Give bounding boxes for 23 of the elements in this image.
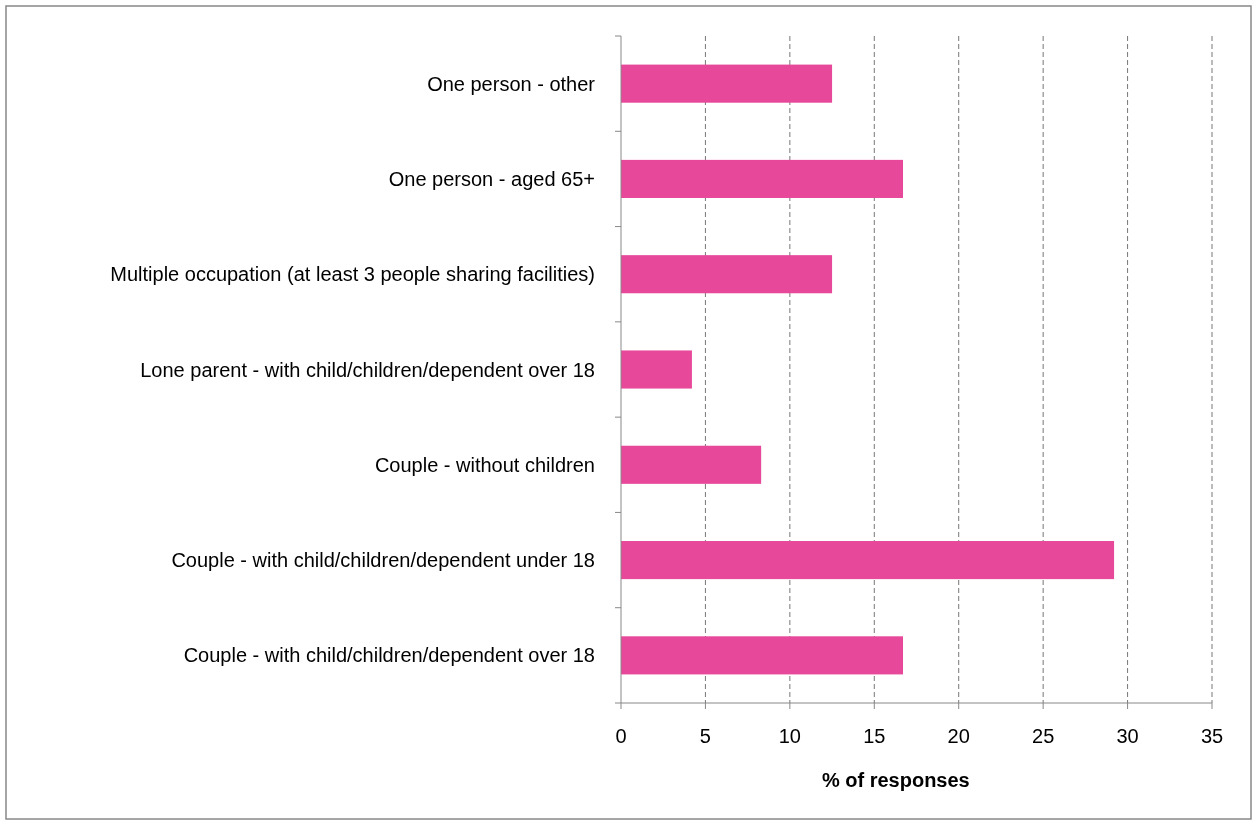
bar bbox=[621, 255, 833, 294]
x-tick-label: 20 bbox=[947, 725, 970, 747]
y-tick-label: Couple - without children bbox=[374, 453, 595, 476]
y-tick-label: Couple - with child/children/dependent under 18 bbox=[171, 549, 595, 572]
x-tick-label: 15 bbox=[863, 725, 886, 747]
y-tick-label: One person - aged 65+ bbox=[388, 167, 595, 190]
x-axis-title: % of responses bbox=[821, 769, 970, 791]
x-tick-label: 0 bbox=[615, 725, 627, 747]
x-tick-label: 10 bbox=[778, 725, 801, 747]
bar bbox=[621, 541, 1115, 580]
bar bbox=[621, 636, 903, 675]
y-tick-label: One person - other bbox=[427, 72, 596, 95]
y-tick-label: Multiple occupation (at least 3 people sharing facilities) bbox=[110, 263, 595, 286]
bar bbox=[621, 64, 833, 103]
x-tick-label: 35 bbox=[1200, 725, 1224, 747]
x-tick-label: 5 bbox=[699, 725, 711, 747]
x-tick-label: 30 bbox=[1116, 725, 1139, 747]
y-tick-label: Couple - with child/children/dependent over 18 bbox=[183, 644, 595, 667]
bar bbox=[621, 445, 762, 484]
x-tick-label: 25 bbox=[1032, 725, 1055, 747]
bar bbox=[621, 350, 692, 389]
bar bbox=[621, 159, 903, 198]
y-tick-label: Lone parent - with child/children/dependent over 18 bbox=[140, 358, 595, 381]
